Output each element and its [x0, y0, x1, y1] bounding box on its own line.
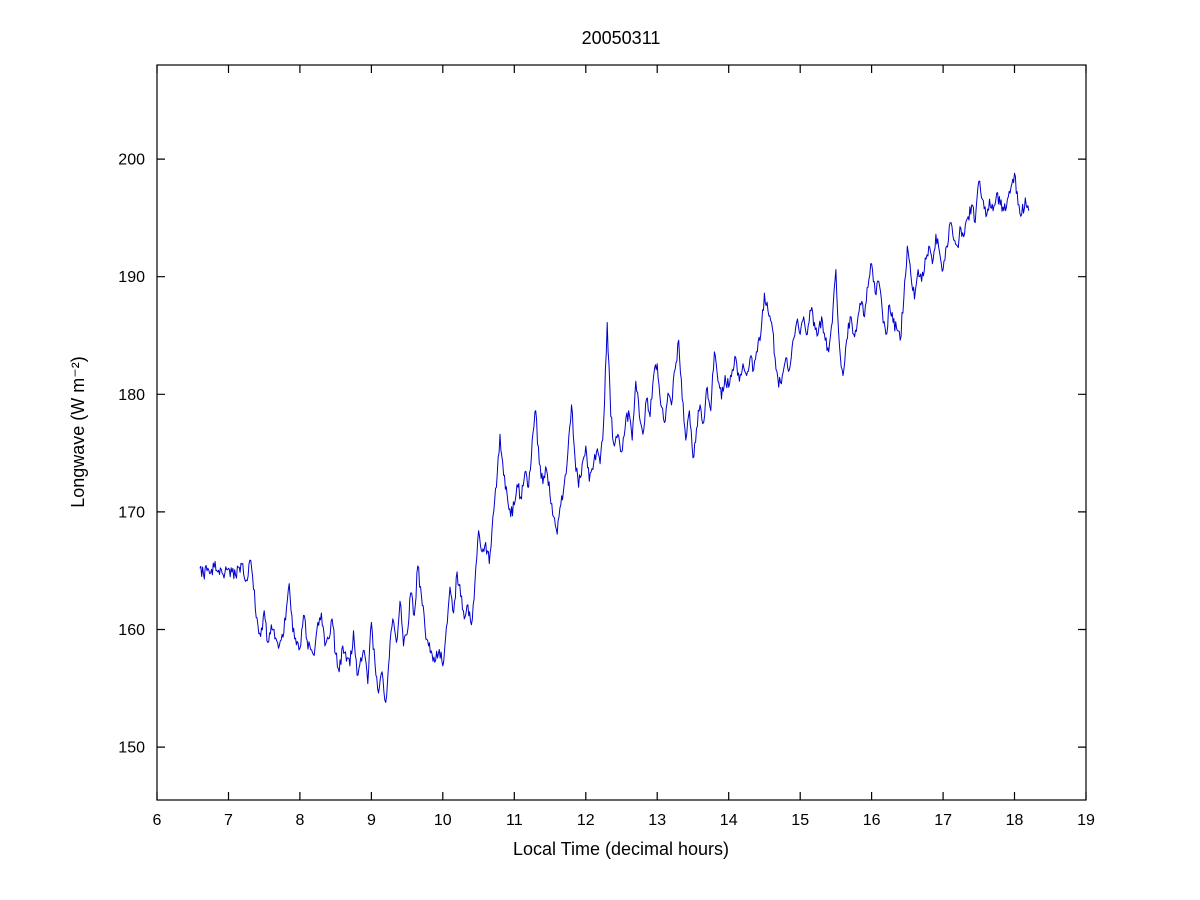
x-tick-label: 18 [1006, 812, 1024, 829]
x-tick-label: 11 [506, 812, 523, 829]
tick-labels: 6 7 8 9 10 11 12 13 14 15 16 17 18 19 150 160 170 180 190 2… [118, 152, 1095, 829]
x-tick-label: 17 [934, 812, 952, 829]
x-tick-label: 16 [863, 812, 881, 829]
x-tick-label: 6 [153, 812, 162, 829]
x-tick-label: 13 [648, 812, 666, 829]
longwave-line [199, 172, 1030, 703]
x-tick-label: 12 [577, 812, 595, 829]
y-tick-label: 200 [118, 152, 145, 169]
y-tick-label: 160 [118, 622, 145, 639]
tick-marks [156, 65, 1087, 800]
x-tick-label: 9 [367, 812, 376, 829]
x-tick-label: 14 [720, 812, 738, 829]
axes-box [156, 64, 1087, 801]
x-axis-label: Local Time (decimal hours) [513, 839, 729, 859]
x-tick-label: 19 [1077, 812, 1095, 829]
x-tick-label: 8 [295, 812, 304, 829]
y-tick-label: 180 [118, 387, 145, 404]
x-tick-label: 15 [791, 812, 809, 829]
y-tick-label: 190 [118, 269, 145, 286]
data-series [199, 172, 1030, 703]
chart-title: 20050311 [582, 28, 661, 48]
y-tick-label: 170 [118, 504, 145, 521]
axes [156, 64, 1087, 801]
y-axis-label: Longwave (W m⁻²) [68, 356, 88, 508]
x-tick-label: 7 [224, 812, 233, 829]
x-tick-label: 10 [434, 812, 452, 829]
y-tick-label: 150 [118, 740, 145, 757]
